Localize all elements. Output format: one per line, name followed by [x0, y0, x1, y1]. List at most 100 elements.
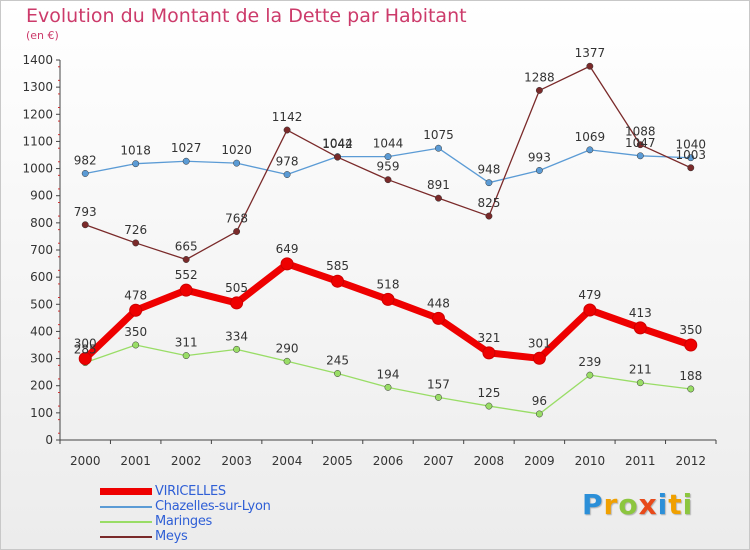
- data-point: [384, 153, 392, 161]
- y-tick-label: 0: [45, 433, 53, 447]
- data-point: [636, 379, 644, 387]
- data-point: [132, 341, 140, 349]
- line-chart: 0 100 200 300 400 500 600 700 800 900 1000 1100 1200…: [22, 46, 717, 468]
- y-tick-label: 1100: [22, 134, 53, 148]
- y-tick-label: 1000: [22, 162, 53, 176]
- data-label: 194: [377, 367, 400, 381]
- data-label: 285: [74, 343, 97, 357]
- data-point: [280, 257, 294, 271]
- data-label: 552: [175, 268, 198, 282]
- data-label: 1088: [625, 125, 656, 139]
- proxiti-logo: Proxiti: [582, 488, 693, 521]
- legend-swatch: [100, 505, 152, 508]
- data-point: [535, 167, 543, 174]
- data-point: [384, 383, 392, 391]
- data-label: 768: [225, 212, 248, 226]
- data-point: [334, 370, 341, 377]
- data-label: 585: [326, 259, 349, 273]
- data-label: 157: [427, 377, 450, 391]
- y-tick-label: 800: [30, 216, 53, 230]
- y-tick-label: 200: [30, 379, 53, 393]
- data-point: [586, 146, 594, 154]
- chart-title: Evolution du Montant de la Dette par Hab…: [26, 5, 467, 27]
- data-label: 311: [175, 336, 198, 350]
- data-label: 1042: [322, 137, 353, 151]
- data-label: 1288: [524, 70, 555, 84]
- data-label: 448: [427, 296, 450, 310]
- data-label: 793: [74, 205, 97, 219]
- data-point: [132, 239, 140, 247]
- data-point: [485, 402, 493, 410]
- logo-letter: o: [618, 488, 639, 521]
- data-point: [182, 256, 190, 263]
- chart-unit: (en €): [26, 29, 59, 42]
- data-point: [129, 303, 143, 317]
- data-point: [132, 160, 140, 168]
- data-label: 321: [477, 331, 500, 345]
- data-label: 1044: [373, 137, 404, 151]
- data-point: [535, 410, 543, 418]
- data-label: 1377: [575, 46, 606, 60]
- legend-swatch: [100, 488, 152, 495]
- data-point: [233, 228, 241, 235]
- data-point: [435, 194, 442, 202]
- data-point: [586, 62, 594, 70]
- data-label: 1003: [675, 148, 706, 162]
- data-label: 334: [225, 329, 248, 343]
- x-tick-label: 2003: [221, 454, 252, 468]
- data-label: 505: [225, 281, 248, 295]
- logo-letter: i: [682, 488, 694, 521]
- data-point: [233, 159, 241, 167]
- data-label: 1018: [120, 144, 151, 158]
- data-point: [182, 157, 190, 165]
- data-label: 1047: [625, 136, 656, 150]
- data-point: [81, 221, 89, 229]
- data-label: 300: [74, 337, 97, 351]
- legend-item: Meys: [100, 529, 271, 544]
- data-label: 1142: [272, 110, 303, 124]
- legend-item: Maringes: [100, 514, 271, 529]
- x-tick-label: 2009: [524, 454, 555, 468]
- data-label: 993: [528, 150, 551, 164]
- legend-label: Maringes: [155, 514, 213, 529]
- logo-letter: r: [603, 488, 619, 521]
- data-label: 1069: [575, 130, 606, 144]
- data-point: [532, 351, 546, 365]
- y-tick-label: 600: [30, 270, 53, 284]
- data-point: [586, 371, 594, 379]
- data-label: 959: [377, 160, 400, 174]
- x-tick-label: 2000: [70, 454, 101, 468]
- data-point: [435, 393, 442, 401]
- y-tick-label: 100: [30, 406, 53, 420]
- y-tick-label: 1200: [22, 107, 53, 121]
- data-label: 1027: [171, 141, 202, 155]
- data-label: 665: [175, 240, 198, 254]
- data-label: 825: [477, 196, 500, 210]
- x-tick-label: 2010: [575, 454, 606, 468]
- data-point: [684, 338, 698, 352]
- data-point: [482, 346, 496, 360]
- data-label: 726: [124, 223, 147, 237]
- data-point: [233, 345, 241, 353]
- data-point: [381, 292, 395, 306]
- y-tick-label: 500: [30, 297, 53, 311]
- x-tick-label: 2007: [423, 454, 454, 468]
- data-point: [687, 385, 695, 393]
- data-label: 245: [326, 354, 349, 368]
- data-label: 478: [124, 288, 147, 302]
- logo-letter: t: [668, 488, 683, 521]
- y-tick-label: 900: [30, 189, 53, 203]
- data-label: 96: [532, 394, 547, 408]
- x-tick-label: 2011: [625, 454, 656, 468]
- y-tick-label: 700: [30, 243, 53, 257]
- legend: VIRICELLES Chazelles-sur-Lyon Maringes Meys: [100, 484, 271, 544]
- data-point: [636, 152, 644, 160]
- data-point: [535, 86, 543, 94]
- legend-label: Meys: [155, 529, 188, 544]
- data-point: [179, 283, 193, 297]
- data-point: [78, 352, 92, 366]
- data-label: 479: [578, 288, 601, 302]
- y-tick-label: 1400: [22, 53, 53, 67]
- legend-item: Chazelles-sur-Lyon: [100, 499, 271, 514]
- data-labels: 982 1018 1027 1020 978 1044 1044 1075 948 993 1069…: [74, 46, 706, 408]
